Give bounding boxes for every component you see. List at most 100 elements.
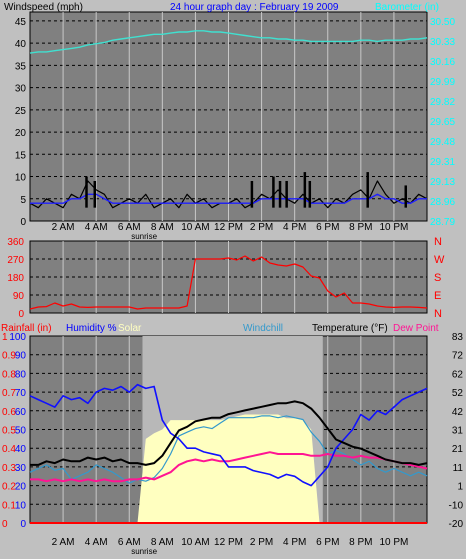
- windchill-line: [29, 415, 428, 484]
- rainfall-tick-label: 0.7: [2, 388, 16, 399]
- barometer-tick-label: 29.31: [430, 157, 455, 168]
- windspeed-tick-label: 15: [15, 150, 27, 161]
- humidity-tick-label: 40: [15, 444, 27, 455]
- humidity-line: [29, 383, 428, 487]
- temperature-panel: Rainfall (in) Humidity % Solar Windchill…: [1, 323, 463, 556]
- barometer-tick-label: 29.82: [430, 97, 455, 108]
- rainfall-tick-label: 0: [2, 519, 8, 530]
- barometer-tick-label: 28.96: [430, 197, 455, 208]
- temperature-tick-label: 31: [452, 426, 464, 437]
- direction-tick-label: 0: [18, 309, 24, 320]
- humidity-tick-label: 20: [15, 482, 27, 493]
- sunrise-label: sunrise: [131, 232, 157, 241]
- temperature-series: [29, 336, 428, 524]
- compass-tick-label: W: [434, 254, 445, 266]
- windspeed-tick-label: 10: [15, 173, 27, 184]
- rainfall-tick-label: 0.2: [2, 482, 16, 493]
- barometer-tick-label: 30.16: [430, 57, 455, 68]
- time-tick-label: 2 AM: [52, 222, 75, 233]
- dewpoint-label: Dew Point: [393, 323, 439, 334]
- gust-bar: [285, 180, 288, 208]
- windspeed-axis-label: Windspeed (mph): [4, 2, 83, 13]
- wind-series: [29, 30, 428, 209]
- gust-bar: [308, 180, 312, 208]
- temperature-tick-label: 11: [453, 463, 464, 474]
- direction-tick-labels: 0 N 90 E 180 S 270 W 360 N: [7, 236, 445, 320]
- windspeed-tick-label: 30: [15, 84, 27, 95]
- barometer-tick-label: 30.50: [430, 17, 455, 28]
- gust-bar: [250, 180, 254, 208]
- barometer-tick-label: 29.65: [430, 117, 455, 128]
- direction-tick-label: 180: [7, 273, 24, 284]
- temperature-tick-label: 62: [452, 369, 464, 380]
- rainfall-tick-label: 0.5: [2, 426, 16, 437]
- time-tick-label: 10 PM: [379, 537, 408, 548]
- temperature-tick-labels: 0 0 -20 0.110 -10 0.220 1 0.330 11 0.440 21 0.550 31…: [2, 332, 463, 556]
- rainfall-tick-label: 0.1: [2, 500, 16, 511]
- windspeed-tick-label: 35: [15, 61, 27, 72]
- sunrise-label: sunrise: [131, 547, 157, 556]
- windspeed-tick-label: 0: [20, 217, 26, 228]
- time-tick-label: 6 PM: [316, 537, 339, 548]
- time-tick-label: 8 PM: [349, 222, 372, 233]
- time-tick-label: 2 PM: [250, 222, 273, 233]
- temperature-tick-label: 72: [452, 351, 464, 362]
- rainfall-label: Rainfall (in): [1, 323, 52, 334]
- windspeed-tick-label: 5: [20, 195, 26, 206]
- barometer-tick-label: 28.79: [430, 217, 455, 228]
- temperature-tick-label: -10: [449, 500, 464, 511]
- humidity-tick-label: 0: [20, 519, 26, 530]
- time-tick-label: 6 AM: [118, 537, 141, 548]
- humidity-tick-label: 70: [15, 388, 27, 399]
- time-tick-label: 8 AM: [151, 222, 174, 233]
- humidity-tick-label: 30: [15, 463, 27, 474]
- temperature-line: [30, 400, 428, 466]
- time-tick-label: 10 AM: [181, 222, 209, 233]
- compass-tick-label: E: [434, 290, 441, 302]
- temperature-tick-label: 1: [457, 482, 463, 493]
- time-tick-label: 4 PM: [283, 222, 306, 233]
- windspeed-tick-label: 20: [15, 128, 27, 139]
- rainfall-tick-label: 0.3: [2, 463, 16, 474]
- humidity-tick-label: 80: [15, 369, 27, 380]
- time-tick-label: 8 PM: [349, 537, 372, 548]
- compass-tick-label: N: [434, 236, 442, 248]
- solar-area: [30, 414, 427, 523]
- barometer-tick-label: 29.13: [430, 177, 455, 188]
- temperature-tick-label: 52: [452, 388, 464, 399]
- time-tick-label: 2 AM: [52, 537, 75, 548]
- wind-direction-line: [29, 255, 428, 310]
- windspeed-tick-label: 25: [15, 106, 27, 117]
- humidity-tick-label: 60: [15, 407, 27, 418]
- time-tick-label: 10 AM: [181, 537, 209, 548]
- direction-grid: [30, 240, 427, 314]
- rainfall-tick-label: 0.6: [2, 407, 16, 418]
- humidity-tick-label: 50: [15, 426, 27, 437]
- solar-label: Solar: [118, 323, 142, 334]
- direction-series: [29, 255, 428, 310]
- direction-tick-label: 360: [7, 237, 24, 248]
- time-tick-label: 10 PM: [379, 222, 408, 233]
- barometer-tick-label: 29.48: [430, 137, 455, 148]
- wind-panel: Windspeed (mph) 24 hour graph day : Febr…: [4, 2, 455, 241]
- compass-tick-label: S: [434, 272, 441, 284]
- windspeed-tick-label: 40: [15, 39, 27, 50]
- direction-panel: 0 N 90 E 180 S 270 W 360 N: [7, 236, 445, 320]
- temperature-tick-label: 83: [452, 332, 464, 343]
- rainfall-tick-label: 1: [2, 332, 8, 343]
- humidity-label: Humidity %: [66, 323, 117, 334]
- windspeed-tick-label: 45: [15, 17, 27, 28]
- humidity-tick-label: 10: [15, 500, 27, 511]
- temperature-label: Temperature (°F): [312, 323, 388, 334]
- temperature-tick-label: 42: [452, 407, 464, 418]
- time-tick-label: 4 AM: [85, 537, 108, 548]
- time-tick-label: 12 PM: [214, 537, 243, 548]
- dewpoint-line: [30, 451, 428, 483]
- gust-bar: [85, 176, 88, 208]
- direction-tick-label: 90: [13, 291, 25, 302]
- barometer-tick-label: 29.99: [430, 77, 455, 88]
- gust-bar: [366, 172, 369, 208]
- wind-grid: [30, 12, 427, 222]
- wind-tick-labels: 0 5 10 15 20 25 30 35 40 45 28.79 28.96 29.13 29.31 29…: [15, 17, 456, 241]
